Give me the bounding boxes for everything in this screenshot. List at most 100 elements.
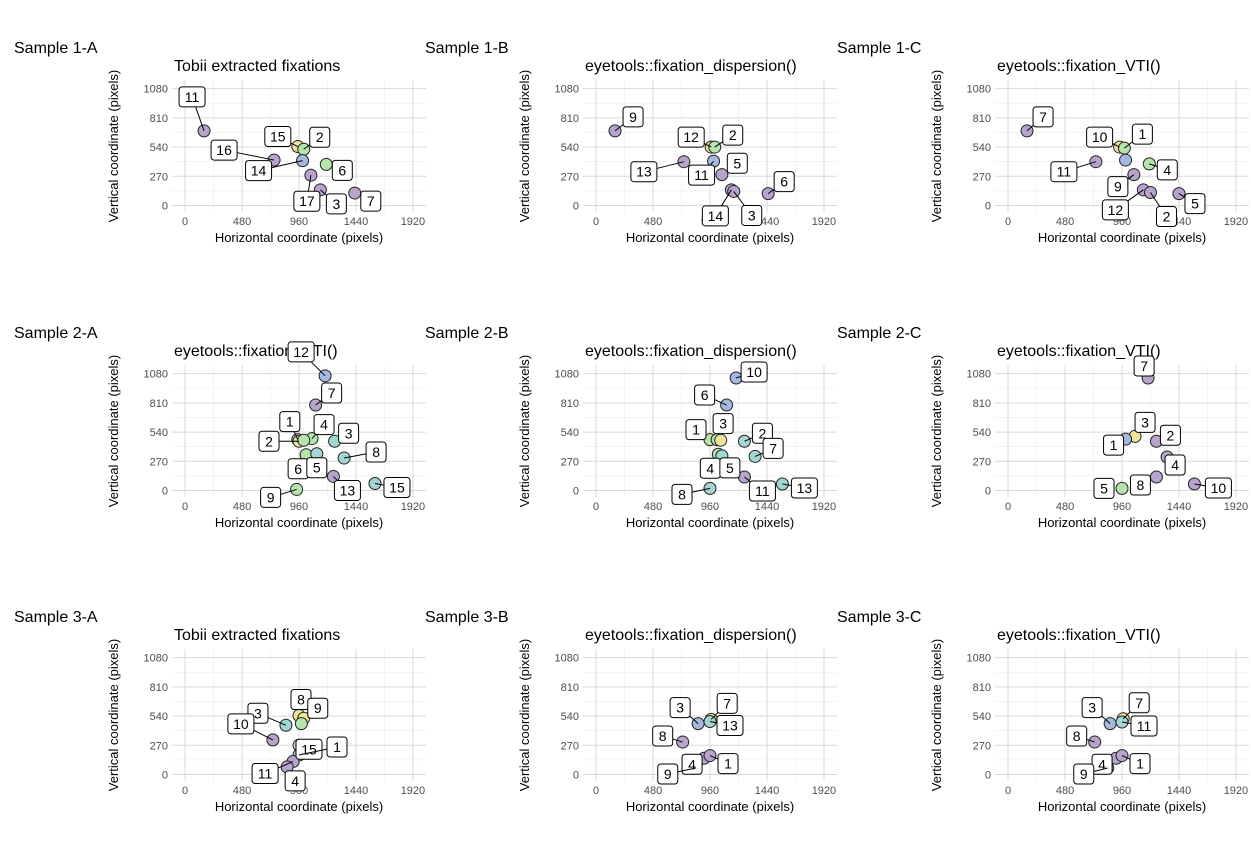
x-tick-label: 1920 <box>812 785 836 797</box>
point-label: 7 <box>328 385 336 401</box>
y-tick-label: 540 <box>150 711 168 723</box>
point-label: 11 <box>694 167 709 183</box>
x-tick-label: 960 <box>290 216 308 228</box>
y-tick-label: 540 <box>561 711 579 723</box>
y-tick-label: 1080 <box>967 369 991 381</box>
point-label: 7 <box>769 440 777 456</box>
point-label: 7 <box>367 193 375 209</box>
label-box <box>178 86 206 108</box>
point-label: 9 <box>314 700 322 716</box>
label-box <box>719 457 741 479</box>
x-tick-label: 0 <box>593 216 599 228</box>
point-label: 9 <box>267 489 275 505</box>
y-tick-label: 270 <box>973 456 991 468</box>
y-axis-label: Vertical coordinate (pixels) <box>517 70 532 222</box>
panel-tag: Sample 2-A <box>14 325 98 342</box>
y-tick-label: 270 <box>561 171 579 183</box>
fixation-point <box>715 168 729 182</box>
y-tick-label: 810 <box>561 113 579 125</box>
y-tick-label: 1080 <box>144 369 168 381</box>
y-tick-label: 1080 <box>555 369 579 381</box>
label-box <box>652 725 674 747</box>
panel-title: eyetools::fixation_dispersion() <box>585 58 797 75</box>
y-tick-label: 810 <box>973 113 991 125</box>
x-tick-label: 1440 <box>344 216 368 228</box>
label-box <box>701 205 729 227</box>
x-tick-label: 1440 <box>1167 785 1191 797</box>
y-axis-label: Vertical coordinate (pixels) <box>517 639 532 791</box>
label-box <box>313 414 335 436</box>
y-tick-label: 540 <box>561 427 579 439</box>
panel-title: Tobii extracted fixations <box>174 627 340 644</box>
point-label: 3 <box>1088 700 1096 716</box>
panel-tag: Sample 3-A <box>14 609 98 626</box>
y-tick-label: 270 <box>561 740 579 752</box>
y-tick-label: 810 <box>973 682 991 694</box>
y-tick-label: 270 <box>150 171 168 183</box>
y-axis-label: Vertical coordinate (pixels) <box>517 355 532 507</box>
label-box <box>1128 692 1150 714</box>
point-label: 14 <box>251 163 267 179</box>
point-label: 2 <box>759 425 767 441</box>
panel-tag: Sample 1-A <box>14 40 98 57</box>
label-box <box>726 152 748 174</box>
point-label: 5 <box>313 460 321 476</box>
panel-2: Sample 1-Beyetools::fixation_dispersion(… <box>425 40 837 245</box>
label-box <box>1131 123 1153 145</box>
y-tick-label: 0 <box>573 201 579 213</box>
label-box <box>260 486 282 508</box>
label-box <box>307 697 329 719</box>
panel-title: eyetools::fixation_VTI() <box>997 627 1161 644</box>
x-tick-label: 480 <box>644 785 662 797</box>
label-box <box>360 190 382 212</box>
label-box <box>1184 193 1206 215</box>
fixation-point <box>714 433 728 447</box>
y-tick-label: 270 <box>150 456 168 468</box>
x-tick-label: 1920 <box>401 785 425 797</box>
x-tick-label: 0 <box>1005 216 1011 228</box>
label-box <box>671 483 693 505</box>
label-box <box>716 714 744 736</box>
label-box <box>325 193 347 215</box>
x-tick-label: 960 <box>701 501 719 513</box>
label-box <box>712 413 734 435</box>
panel-title: Tobii extracted fixations <box>174 58 340 75</box>
y-tick-label: 810 <box>150 398 168 410</box>
y-axis-label: Vertical coordinate (pixels) <box>106 355 121 507</box>
point-label: 1 <box>1136 756 1144 772</box>
y-tick-label: 0 <box>985 486 991 498</box>
y-tick-label: 810 <box>150 682 168 694</box>
fixation-point <box>1115 481 1129 495</box>
point-label: 4 <box>1163 162 1171 178</box>
x-tick-label: 480 <box>644 501 662 513</box>
panel-title: eyetools::fixation_VTI() <box>997 343 1161 360</box>
y-tick-label: 540 <box>150 427 168 439</box>
label-box <box>622 106 644 128</box>
y-tick-label: 810 <box>973 398 991 410</box>
label-box <box>338 422 360 444</box>
point-label: 7 <box>1140 358 1148 374</box>
point-label: 5 <box>733 155 741 171</box>
point-label: 2 <box>1163 209 1171 225</box>
panel-tag: Sample 1-B <box>425 40 509 57</box>
point-label: 9 <box>664 766 672 782</box>
x-tick-label: 1920 <box>401 501 425 513</box>
x-tick-label: 1920 <box>812 216 836 228</box>
point-label: 7 <box>723 695 731 711</box>
fixation-point <box>1149 470 1163 484</box>
point-label: 1 <box>333 739 341 755</box>
label-box <box>685 419 707 441</box>
label-box <box>630 161 658 183</box>
y-tick-label: 0 <box>573 770 579 782</box>
point-label: 8 <box>297 692 305 708</box>
point-label: 5 <box>1191 196 1199 212</box>
x-tick-label: 0 <box>1005 785 1011 797</box>
x-axis-label: Horizontal coordinate (pixels) <box>626 515 794 530</box>
label-box <box>1155 206 1177 228</box>
panel-title: eyetools::fixation_dispersion() <box>585 343 797 360</box>
panel-tag: Sample 3-B <box>425 609 509 626</box>
